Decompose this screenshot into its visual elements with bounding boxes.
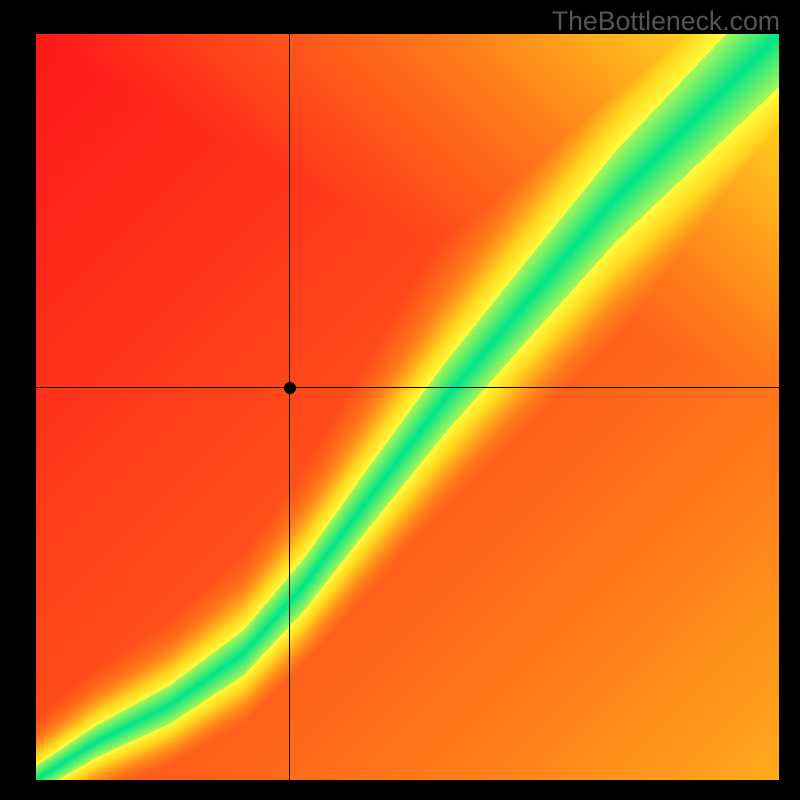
crosshair-marker bbox=[284, 382, 296, 394]
crosshair-vertical bbox=[289, 34, 290, 780]
bottleneck-heatmap bbox=[36, 34, 779, 780]
watermark-text: TheBottleneck.com bbox=[552, 6, 780, 37]
crosshair-horizontal bbox=[36, 387, 779, 388]
